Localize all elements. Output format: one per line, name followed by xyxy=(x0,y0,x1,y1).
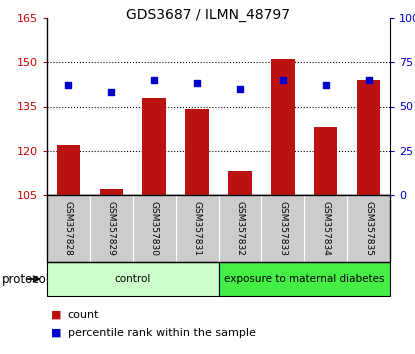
Text: GSM357833: GSM357833 xyxy=(278,201,287,256)
Point xyxy=(322,82,329,88)
Text: GSM357828: GSM357828 xyxy=(64,201,73,256)
Text: GSM357830: GSM357830 xyxy=(150,201,159,256)
Text: GSM357835: GSM357835 xyxy=(364,201,373,256)
Bar xyxy=(56,145,80,195)
Text: protocol: protocol xyxy=(2,273,50,285)
Point xyxy=(194,81,200,86)
Text: GSM357831: GSM357831 xyxy=(193,201,202,256)
Bar xyxy=(357,80,381,195)
Text: control: control xyxy=(115,274,151,284)
Text: GSM357832: GSM357832 xyxy=(235,201,244,256)
Bar xyxy=(271,59,295,195)
Point xyxy=(65,82,72,88)
Text: exposure to maternal diabetes: exposure to maternal diabetes xyxy=(224,274,385,284)
Text: percentile rank within the sample: percentile rank within the sample xyxy=(68,328,256,338)
Point xyxy=(237,86,243,92)
Text: GSM357829: GSM357829 xyxy=(107,201,116,256)
Point xyxy=(365,77,372,83)
Bar xyxy=(142,98,166,195)
Text: ■: ■ xyxy=(51,328,62,338)
Text: GDS3687 / ILMN_48797: GDS3687 / ILMN_48797 xyxy=(125,8,290,22)
Text: ■: ■ xyxy=(51,310,62,320)
Bar xyxy=(228,171,252,195)
Text: count: count xyxy=(68,310,99,320)
Bar xyxy=(100,189,123,195)
Point xyxy=(151,77,158,83)
Bar xyxy=(185,109,209,195)
Text: GSM357834: GSM357834 xyxy=(321,201,330,256)
Point xyxy=(108,90,115,95)
Bar xyxy=(314,127,337,195)
Point xyxy=(279,77,286,83)
